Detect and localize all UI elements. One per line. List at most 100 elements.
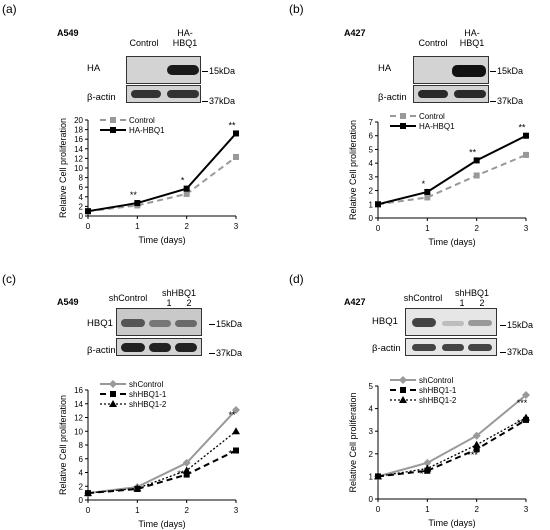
cell-line-b: A427 [344, 28, 366, 38]
significance-label: *** [517, 398, 528, 408]
y-tick-label: 6 [79, 183, 84, 192]
blot-label-hbq1-c: HBQ1 [87, 318, 113, 329]
data-point [85, 208, 91, 215]
y-tick-label: 4 [369, 405, 374, 414]
y-tick-label: 4 [369, 159, 374, 168]
marker-37kda-c: 37kDa [208, 348, 243, 358]
data-point [232, 405, 240, 414]
data-point [423, 458, 432, 467]
significance-label: ** [130, 190, 138, 200]
y-tick-label: 4 [79, 469, 84, 478]
lane-shcontrol-c: shControl [108, 293, 148, 303]
significance-label: * [181, 176, 185, 186]
data-point [522, 413, 530, 421]
panel-label-b: (b) [289, 2, 304, 16]
panel-label-c: (c) [2, 272, 16, 286]
y-tick-label: 10 [74, 427, 83, 436]
series-line [377, 394, 527, 478]
blot-band [175, 320, 197, 327]
blot-label-actin-b: β-actin [378, 92, 407, 103]
y-tick-label: 4 [79, 193, 84, 202]
legend-label: shControl [129, 380, 163, 389]
legend-marker [109, 400, 117, 407]
blot-band [167, 65, 199, 75]
data-point [424, 194, 431, 201]
x-axis-label: Time (days) [138, 235, 185, 245]
x-axis-label: Time (days) [428, 518, 475, 528]
data-point [232, 427, 240, 435]
lane-shhbq1-c: shHBQ1 1 2 [161, 288, 196, 308]
x-tick-label: 3 [234, 222, 239, 231]
blot-band [131, 90, 161, 98]
y-tick-label: 14 [74, 400, 83, 409]
series-line [377, 153, 527, 206]
y-tick-label: 2 [79, 202, 84, 211]
data-point [183, 471, 190, 478]
significance-label: *** [467, 450, 478, 460]
series-line [377, 419, 527, 478]
significance-label: *** [517, 418, 528, 428]
series-line [87, 409, 237, 495]
series-line [87, 449, 237, 495]
cell-line-c: A549 [57, 297, 79, 307]
x-tick-label: 2 [184, 222, 189, 231]
y-tick-label: 3 [369, 173, 374, 182]
marker-15kda-b: 15kDa [489, 66, 524, 76]
y-tick-label: 2 [369, 187, 374, 196]
y-axis-label: Relative Cell proliferation [348, 120, 358, 220]
x-tick-label: 0 [376, 505, 381, 514]
x-tick-label: 1 [135, 222, 140, 231]
blot-label-hbq1-d: HBQ1 [372, 316, 398, 327]
data-point [84, 489, 92, 497]
legend-label: shHBQ1-1 [129, 390, 167, 399]
x-tick-label: 1 [425, 224, 430, 233]
x-tick-label: 0 [376, 224, 381, 233]
y-tick-label: 5 [369, 382, 374, 391]
western-blot-actin-d [405, 338, 497, 356]
data-point [183, 190, 190, 197]
significance-label: *** [177, 469, 188, 479]
legend-marker [109, 380, 117, 388]
y-tick-label: 12 [74, 414, 83, 423]
legend-label: Control [419, 112, 445, 121]
panel-label-a: (a) [2, 2, 17, 16]
blot-label-ha-b: HA [378, 63, 392, 74]
y-tick-label: 0 [79, 496, 84, 505]
western-blot-hbq1-c [116, 308, 202, 336]
legend-label: shControl [419, 376, 453, 385]
data-point [472, 431, 481, 440]
proliferation-chart-b: 0 1 2 3 4 5 6 7 0 1 2 3 Time (days) Relative Cell pro… [348, 112, 529, 247]
marker-15kda-c: 15kDa [208, 319, 243, 329]
significance-label: ** [228, 449, 236, 459]
y-tick-label: 1 [369, 200, 374, 209]
y-tick-label: 8 [79, 441, 84, 450]
significance-label: ** [420, 469, 428, 479]
marker-37kda-a: 37kDa [201, 96, 236, 106]
western-blot-hbq1-d [405, 308, 497, 336]
blot-label-actin-c: β-actin [87, 345, 116, 356]
x-tick-label: 2 [474, 224, 479, 233]
y-tick-label: 6 [369, 132, 374, 141]
proliferation-chart-d: 0 1 2 3 4 5 0 1 2 3 Time (days) Relative Cell proli… [348, 376, 530, 528]
y-axis-label: Relative Cell proliferation [348, 392, 358, 492]
legend-marker [400, 113, 406, 119]
legend-marker [399, 376, 407, 384]
lane-hbq1-b: HA- HBQ1 [459, 28, 485, 48]
data-point [233, 153, 239, 160]
blot-band [454, 90, 486, 98]
legend-label: shHBQ1-2 [419, 396, 457, 405]
data-point [183, 185, 190, 192]
y-tick-label: 0 [369, 495, 374, 504]
blot-label-actin-a: β-actin [87, 92, 116, 103]
y-tick-label: 6 [79, 455, 84, 464]
x-tick-label: 1 [135, 506, 140, 515]
series-0 [84, 405, 240, 498]
x-axis-label: Time (days) [138, 519, 185, 529]
blot-band [175, 343, 197, 352]
data-point [134, 200, 141, 207]
series-1 [85, 447, 239, 497]
cell-line-a: A549 [57, 28, 79, 38]
y-tick-label: 2 [79, 482, 84, 491]
y-tick-label: 5 [369, 145, 374, 154]
legend-marker [110, 127, 116, 133]
